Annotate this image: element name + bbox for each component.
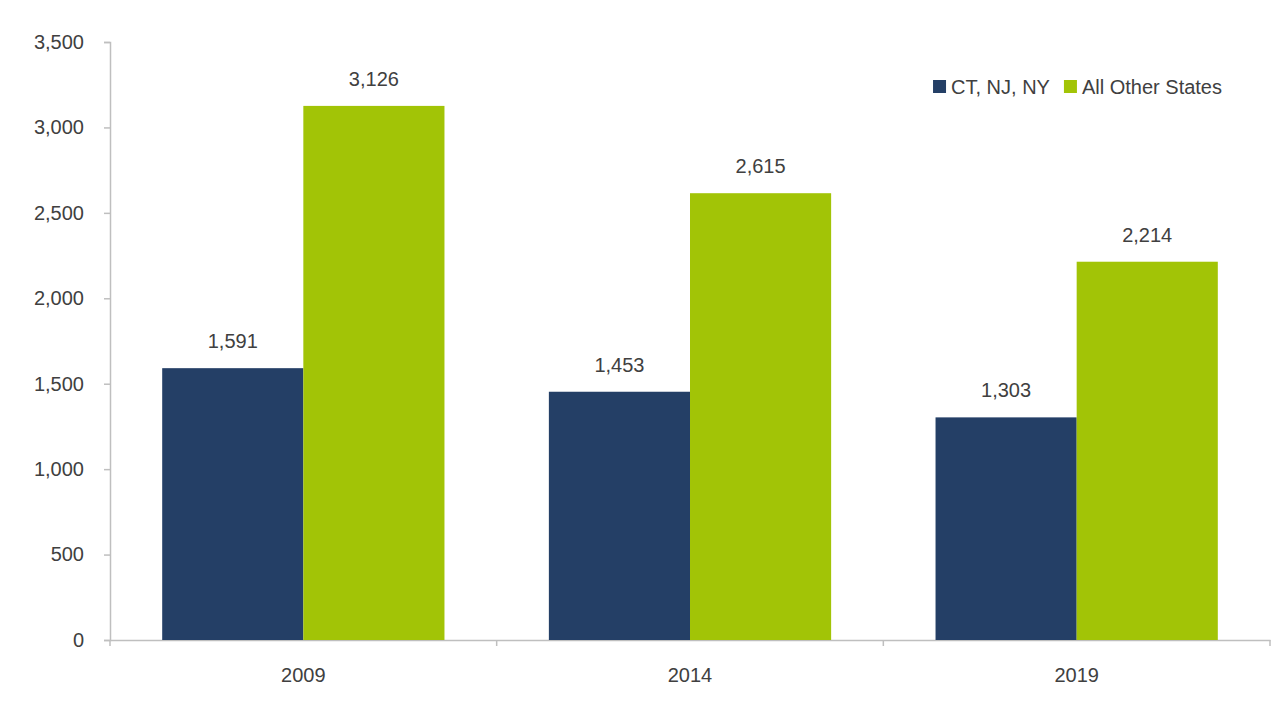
- y-tick: 500: [51, 543, 110, 565]
- y-tick-mark: [104, 383, 110, 385]
- x-tick-label: 2009: [281, 664, 326, 686]
- y-tick: 2,500: [34, 202, 110, 224]
- data-label: 3,126: [349, 68, 399, 90]
- y-tick-label: 500: [51, 543, 84, 565]
- y-tick-label: 1,500: [34, 373, 84, 395]
- legend-label: All Other States: [1082, 76, 1222, 98]
- y-tick-mark: [104, 554, 110, 556]
- x-tick-label: 2014: [668, 664, 713, 686]
- y-tick-label: 3,000: [34, 116, 84, 138]
- bar: [303, 106, 444, 640]
- x-tick: 2014: [668, 664, 713, 686]
- y-tick-mark: [104, 640, 110, 642]
- legend-label: CT, NJ, NY: [951, 76, 1050, 98]
- x-divider-tick: [496, 640, 498, 646]
- x-divider-tick: [109, 640, 111, 646]
- x-divider-tick: [883, 640, 885, 646]
- y-axis-line: [104, 43, 111, 641]
- y-tick: 1,500: [34, 373, 110, 395]
- x-axis: 2009 2014 2019: [110, 640, 1271, 686]
- x-tick-label: 2019: [1054, 664, 1099, 686]
- chart: 05001,0001,5002,0002,5003,0003,500200920…: [0, 0, 1275, 725]
- bars: [162, 106, 1218, 640]
- y-tick: 0: [73, 629, 110, 651]
- data-label: 1,303: [981, 379, 1031, 401]
- bar: [1077, 262, 1218, 640]
- y-tick-label: 2,500: [34, 202, 84, 224]
- y-axis: 0 500 1,000 1,500 2,000 2,500 3,000 3,500: [34, 31, 111, 651]
- data-label: 1,591: [208, 330, 258, 352]
- x-tick: 2009: [281, 664, 326, 686]
- legend-swatch: [933, 80, 946, 93]
- y-tick-mark: [104, 42, 110, 44]
- y-tick: 3,000: [34, 116, 110, 138]
- data-label: 1,453: [594, 354, 644, 376]
- y-tick-label: 3,500: [34, 31, 84, 53]
- legend-item: All Other States: [1064, 76, 1222, 98]
- y-tick: 1,000: [34, 458, 110, 480]
- bar: [549, 392, 690, 640]
- y-tick-mark: [104, 213, 110, 215]
- y-tick-mark: [104, 298, 110, 300]
- bar: [162, 368, 303, 640]
- x-divider-tick: [1269, 640, 1271, 646]
- legend-swatch: [1064, 80, 1077, 93]
- data-label: 2,214: [1122, 224, 1172, 246]
- bar: [936, 417, 1077, 640]
- y-tick: 2,000: [34, 287, 110, 309]
- data-labels: 1,591 1,453 1,303 3,126 2,615 2,214: [208, 68, 1173, 401]
- x-tick: 2019: [1054, 664, 1099, 686]
- y-tick-mark: [104, 127, 110, 129]
- y-tick-label: 0: [73, 629, 84, 651]
- y-tick-label: 1,000: [34, 458, 84, 480]
- legend-item: CT, NJ, NY: [933, 76, 1050, 98]
- bar: [690, 193, 831, 640]
- legend: CT, NJ, NY All Other States: [933, 76, 1222, 98]
- y-tick-label: 2,000: [34, 287, 84, 309]
- data-label: 2,615: [736, 155, 786, 177]
- y-tick-mark: [104, 469, 110, 471]
- y-tick: 3,500: [34, 31, 110, 53]
